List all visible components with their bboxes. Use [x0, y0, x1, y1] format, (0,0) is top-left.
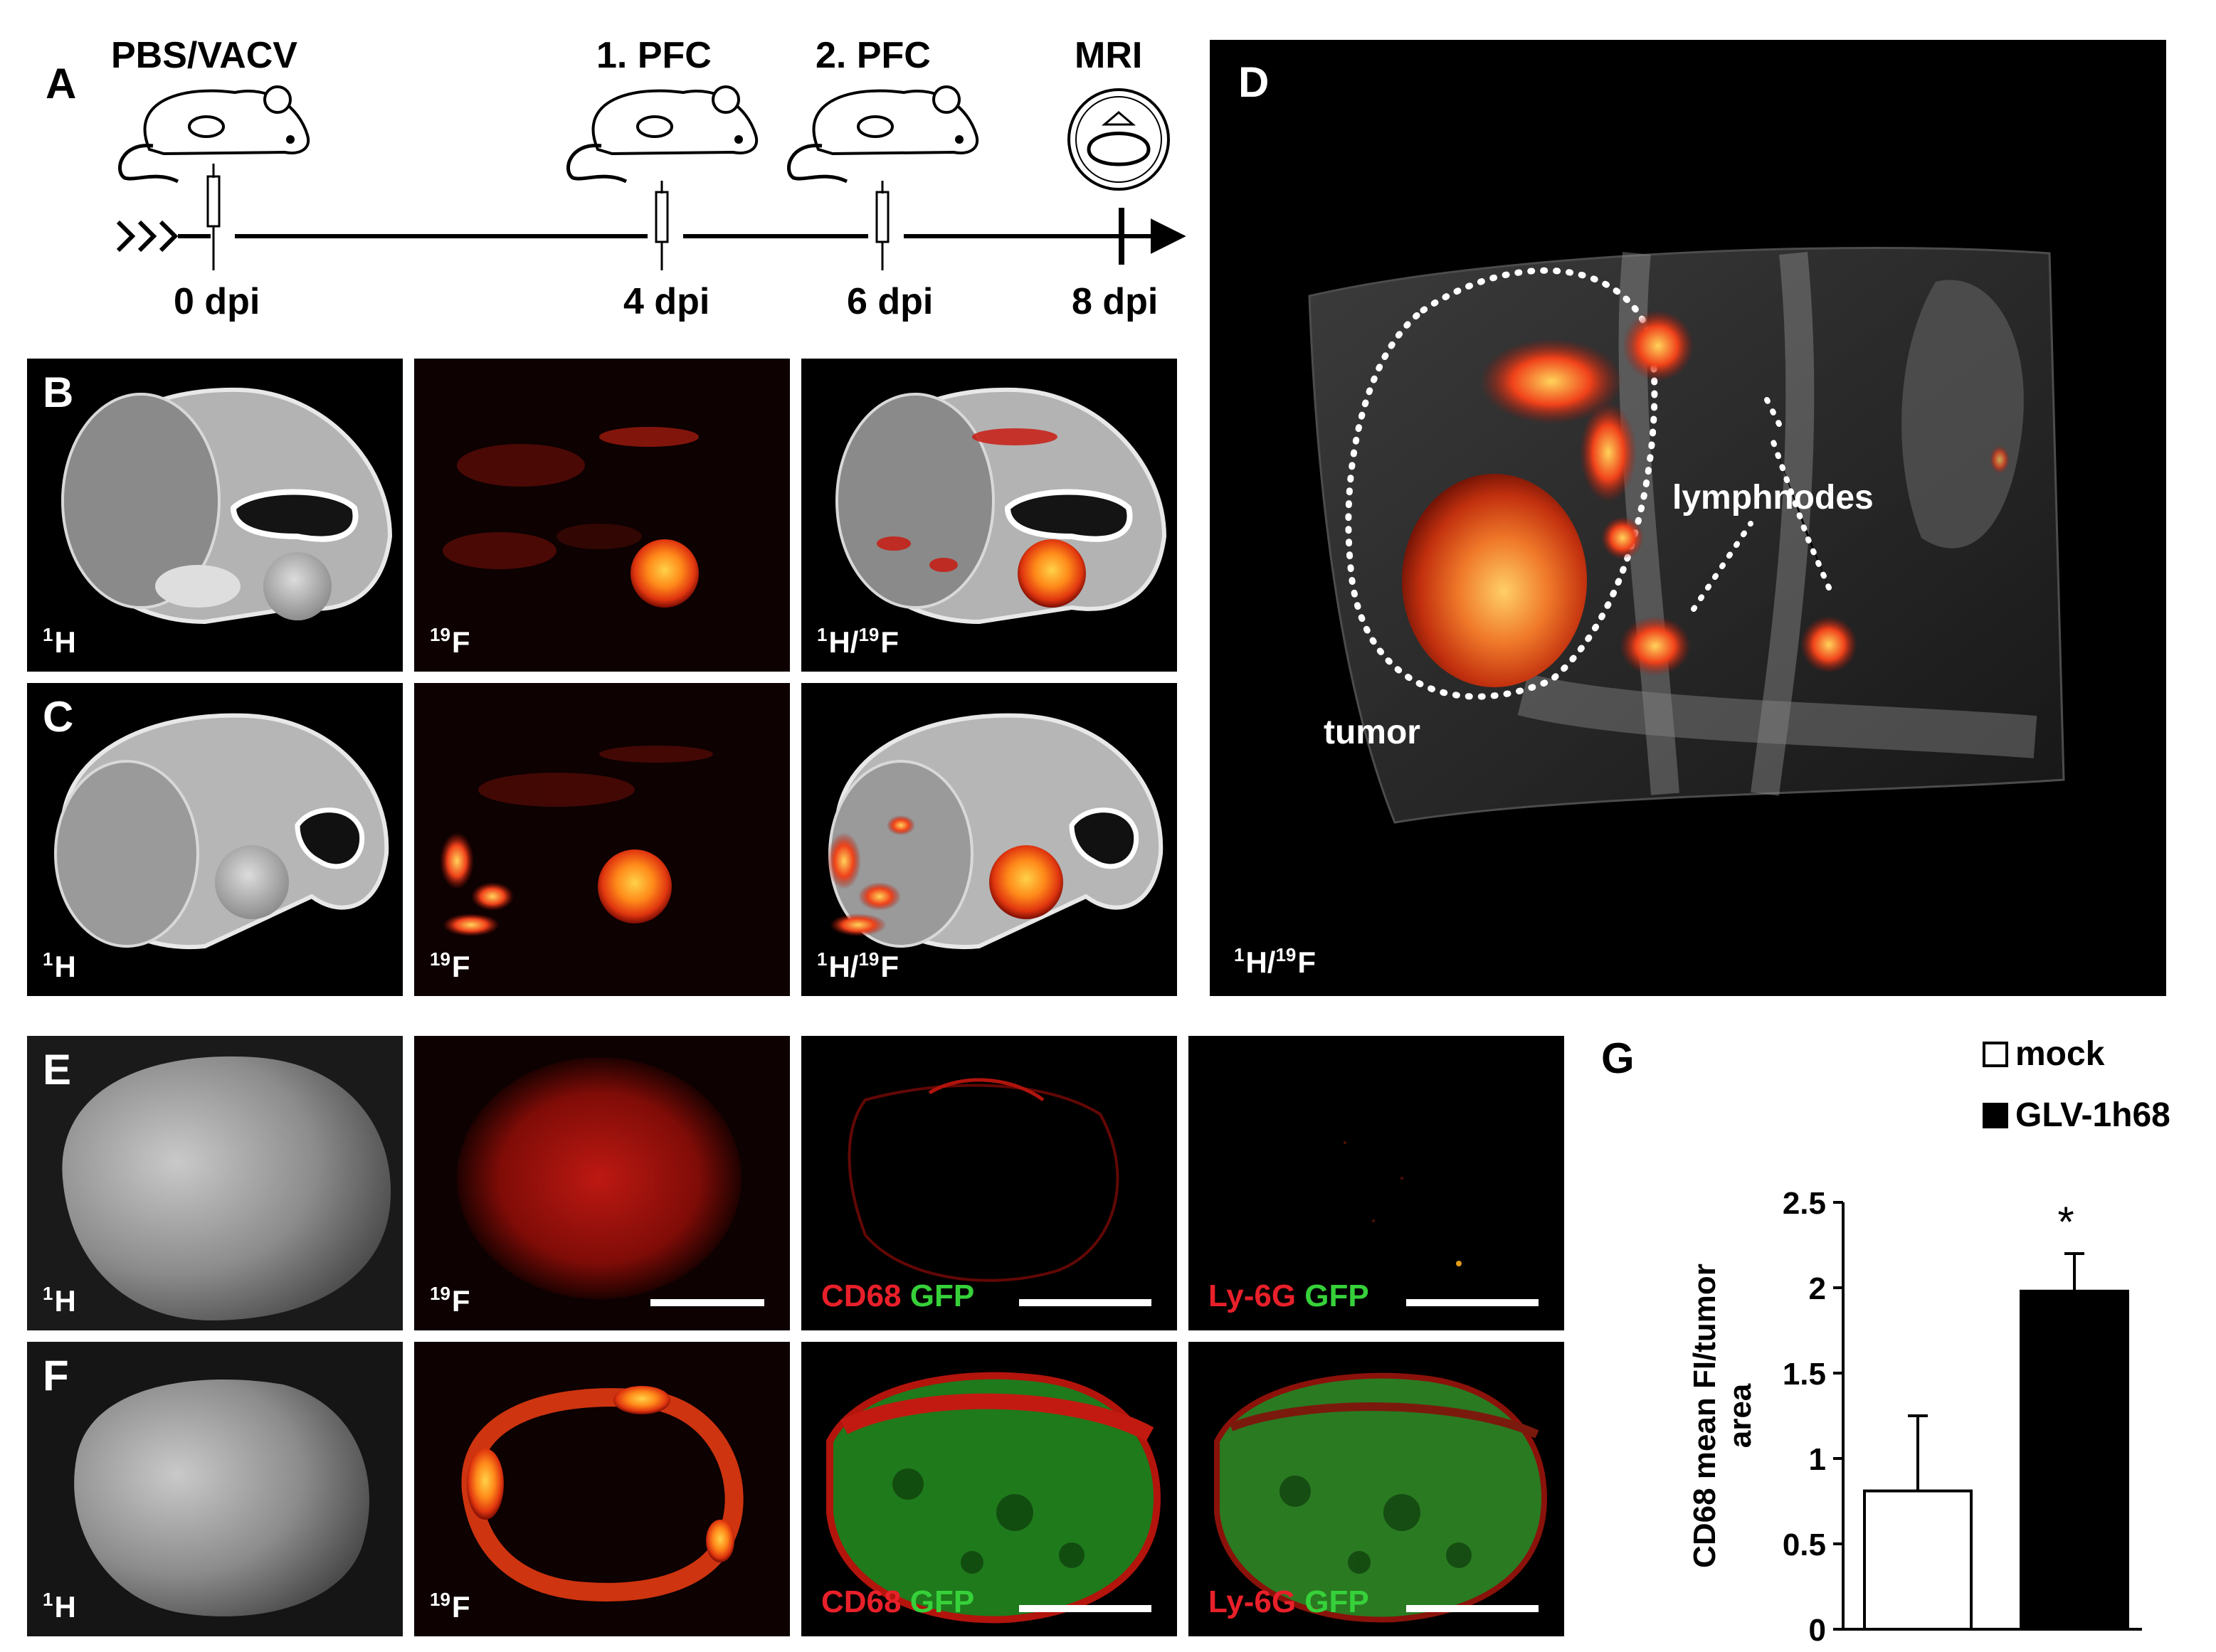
legend-swatch-glv — [1983, 1103, 2008, 1128]
panel-label-f: F — [43, 1352, 69, 1399]
label-mri: MRI — [1075, 35, 1143, 76]
panel-label-c: C — [43, 693, 74, 741]
significance-marker: * — [2057, 1198, 2074, 1246]
y-axis-label: CD68 mean FI/tumorarea — [1687, 1264, 1758, 1568]
panel-e-cd68: CD68 GFP — [801, 1036, 1177, 1330]
panel-c-overlay: 1H/19F — [801, 683, 1177, 996]
panel-f-ly6g: Ly-6G GFP — [1188, 1342, 1564, 1636]
panel-label-a: A — [46, 60, 77, 107]
nucleus-label: 1H — [43, 624, 76, 659]
mouse-icon — [566, 85, 759, 184]
day-label-6: 6 dpi — [847, 281, 934, 322]
syringe-icon — [875, 181, 890, 270]
panel-d-3d-render: D tumor lymphnodes 1H/19F — [1210, 40, 2166, 996]
scale-bar — [1019, 1299, 1151, 1306]
panel-label-e: E — [43, 1046, 72, 1094]
nucleus-label: 19F — [430, 1283, 470, 1318]
bar-glv — [2020, 1289, 2129, 1631]
stain-label: Ly-6G GFP — [1208, 1584, 1369, 1619]
nucleus-label: 1H — [43, 948, 76, 983]
nucleus-label: 1H/19F — [817, 624, 899, 659]
scale-bar — [1406, 1605, 1539, 1612]
panel-e-ly6g: Ly-6G GFP — [1188, 1036, 1564, 1330]
panel-b-1h: B 1H — [27, 359, 403, 672]
timeline-diagram — [116, 85, 1186, 270]
legend-label-glv: GLV-1h68 — [2015, 1096, 2170, 1134]
nucleus-label: 1H — [43, 1589, 76, 1624]
annotation-lymphnodes: lymphnodes — [1672, 479, 1874, 517]
scale-bar — [650, 1299, 764, 1306]
syringe-icon — [206, 164, 221, 270]
bar-chart: 0 0.5 1 1.5 2 2.5 CD68 mean FI/tumorarea * — [1687, 1186, 2142, 1648]
annotation-tumor: tumor — [1324, 714, 1420, 751]
panel-label-g: G — [1601, 1034, 1635, 1082]
panel-b-overlay: 1H/19F — [801, 359, 1177, 672]
bar-mock — [1863, 1489, 1973, 1631]
panel-f-1h: F 1H — [27, 1342, 403, 1636]
mouse-icon — [118, 85, 310, 184]
scale-bar — [1406, 1299, 1539, 1306]
label-pfc-2: 2. PFC — [816, 35, 931, 76]
nucleus-label: 1H/19F — [1234, 944, 1317, 979]
panel-b-19f: 19F — [414, 359, 790, 672]
panel-e-19f: 19F — [414, 1036, 790, 1330]
y-tick-label: 0 — [1809, 1613, 1826, 1648]
panel-c-19f: 19F — [414, 683, 790, 996]
scale-bar — [1019, 1605, 1151, 1612]
nucleus-label: 19F — [430, 624, 470, 659]
panel-c-1h: C 1H — [27, 683, 403, 996]
day-label-0: 0 dpi — [174, 281, 260, 322]
y-tick-label: 2 — [1809, 1271, 1826, 1306]
nucleus-label: 19F — [430, 948, 470, 983]
day-label-4: 4 dpi — [623, 281, 710, 322]
nucleus-label: 1H — [43, 1283, 76, 1318]
mri-scanner-icon — [1067, 88, 1170, 191]
legend-item-glv: GLV-1h68 — [1983, 1098, 2170, 1133]
stain-label: CD68 GFP — [821, 1584, 975, 1619]
y-tick-label: 2.5 — [1783, 1186, 1826, 1221]
label-pfc-1: 1. PFC — [596, 35, 712, 76]
panel-label-d: D — [1238, 58, 1270, 106]
legend-swatch-mock — [1983, 1042, 2008, 1067]
legend-item-mock: mock — [1983, 1037, 2104, 1071]
timeline-axis — [116, 208, 1186, 265]
panel-f-cd68: CD68 GFP — [801, 1342, 1177, 1636]
y-tick-label: 1 — [1809, 1442, 1826, 1477]
panel-label-b: B — [43, 369, 74, 416]
label-pbs-vacv: PBS/VACV — [111, 35, 297, 76]
panel-e-1h: E 1H — [27, 1036, 403, 1330]
nucleus-label: 1H/19F — [817, 948, 899, 983]
mouse-icon — [787, 85, 979, 184]
stain-label: CD68 GFP — [821, 1278, 975, 1313]
nucleus-label: 19F — [430, 1589, 470, 1624]
syringe-icon — [655, 181, 669, 270]
panel-f-19f: 19F — [414, 1342, 790, 1636]
stain-label: Ly-6G GFP — [1208, 1278, 1369, 1313]
day-label-8: 8 dpi — [1072, 281, 1159, 322]
y-tick-label: 0.5 — [1783, 1527, 1826, 1562]
y-tick-label: 1.5 — [1783, 1357, 1826, 1392]
legend-label-mock: mock — [2015, 1035, 2105, 1073]
